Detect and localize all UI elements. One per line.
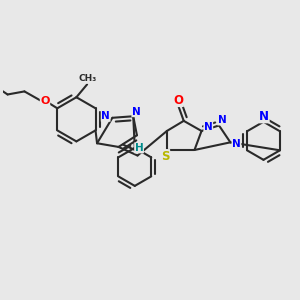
Text: O: O bbox=[40, 96, 50, 106]
Text: N: N bbox=[259, 110, 269, 123]
Text: N: N bbox=[218, 115, 226, 125]
Text: N: N bbox=[204, 122, 213, 132]
Text: N: N bbox=[101, 111, 110, 121]
Text: CH₃: CH₃ bbox=[79, 74, 97, 83]
Text: N: N bbox=[232, 139, 241, 149]
Text: N: N bbox=[132, 107, 141, 117]
Text: O: O bbox=[173, 94, 183, 106]
Text: H: H bbox=[135, 143, 143, 153]
Text: S: S bbox=[161, 150, 170, 163]
